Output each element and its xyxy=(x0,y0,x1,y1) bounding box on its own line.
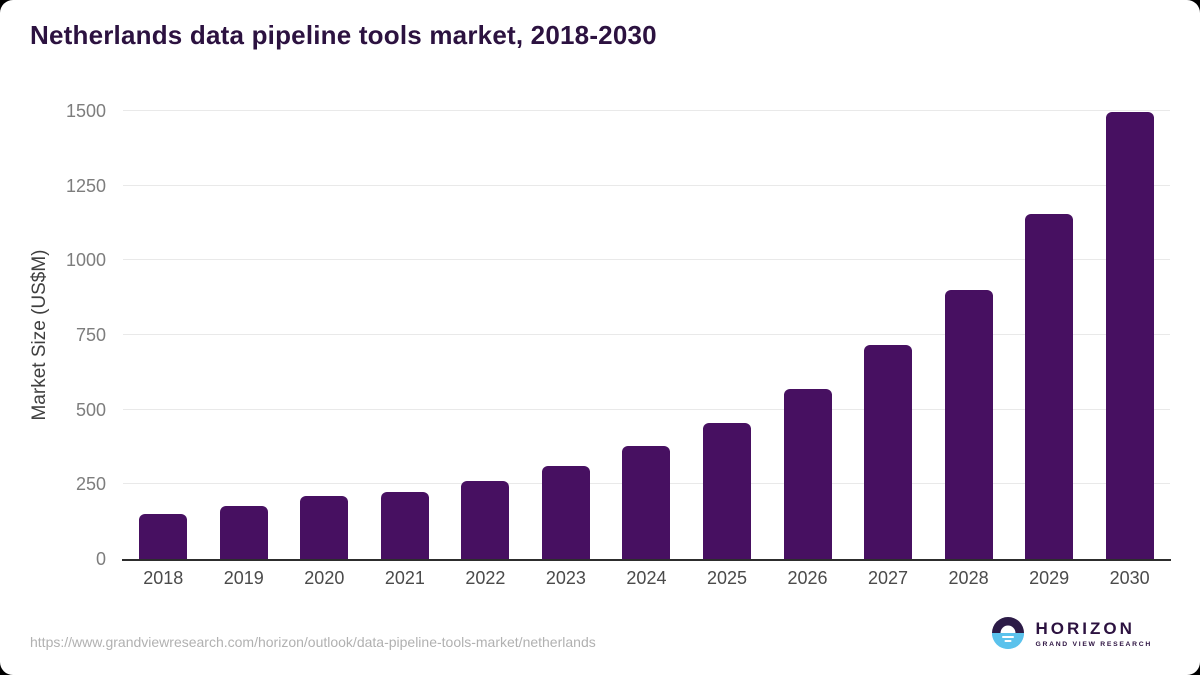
bar-2027 xyxy=(864,345,913,559)
x-tick-label: 2025 xyxy=(706,568,747,588)
bar-2018 xyxy=(139,514,188,559)
bar-2025 xyxy=(702,422,751,559)
horizon-logo-icon xyxy=(992,617,1025,649)
x-axis-labels: 2018 2019 2020 2021 2022 2023 2024 2025 2026 2027… xyxy=(123,568,1170,589)
gridline xyxy=(123,110,1170,111)
y-tick-label: 0 xyxy=(95,549,106,569)
x-axis-line xyxy=(122,559,1171,561)
bar-slot xyxy=(1089,111,1170,559)
y-tick-label: 1250 xyxy=(65,175,106,196)
bar-slot xyxy=(687,111,768,559)
bar-slot xyxy=(606,111,687,559)
bar-2021 xyxy=(380,492,429,559)
gridline xyxy=(123,408,1170,410)
x-tick-label: 2019 xyxy=(223,568,264,588)
bar-slot xyxy=(204,111,285,559)
water-icon xyxy=(992,633,1025,649)
bar-slot xyxy=(767,111,848,559)
bar-slot xyxy=(365,111,446,559)
bar-2020 xyxy=(300,496,349,559)
x-tick-label: 2022 xyxy=(465,568,506,588)
logo-name: HORIZON xyxy=(1035,618,1135,638)
y-tick-label: 500 xyxy=(75,399,106,420)
bar-slot xyxy=(526,111,607,559)
y-tick-label: 250 xyxy=(75,474,106,495)
x-tick-label: 2030 xyxy=(1109,568,1150,588)
x-tick-label: 2026 xyxy=(787,568,828,588)
y-axis-ticks: 0 250 500 750 1000 1250 1500 xyxy=(0,0,106,675)
bar-slot xyxy=(445,111,526,559)
bar-slot xyxy=(1009,111,1090,559)
horizon-logo: HORIZON GRAND VIEW RESEARCH xyxy=(992,617,1152,649)
y-tick-label: 750 xyxy=(75,325,106,345)
y-tick-label: 1000 xyxy=(65,250,106,271)
x-tick-label: 2024 xyxy=(626,568,667,588)
bar-2030 xyxy=(1105,111,1154,559)
gridline xyxy=(123,334,1170,335)
bar-slot xyxy=(284,111,365,559)
chart-title: Netherlands data pipeline tools market, … xyxy=(30,20,657,50)
x-tick-label: 2028 xyxy=(948,568,989,588)
bars-row xyxy=(123,111,1170,559)
bar-slot xyxy=(123,111,204,559)
x-tick-label: 2018 xyxy=(143,568,184,588)
bar-2024 xyxy=(622,445,671,559)
bar-2023 xyxy=(541,465,590,559)
bar-2029 xyxy=(1025,214,1074,559)
plot-area xyxy=(122,110,1171,561)
reflection-line-icon xyxy=(1002,636,1015,638)
bar-2028 xyxy=(944,289,993,559)
x-tick-label: 2029 xyxy=(1029,568,1070,588)
bar-2026 xyxy=(783,389,832,559)
x-tick-label: 2023 xyxy=(545,568,586,588)
reflection-line-icon xyxy=(1004,640,1012,642)
x-tick-label: 2027 xyxy=(868,568,909,588)
bar-slot xyxy=(928,111,1009,559)
bar-slot xyxy=(848,111,929,559)
y-tick-label: 1500 xyxy=(65,101,106,121)
source-url: https://www.grandviewresearch.com/horizo… xyxy=(30,634,596,650)
x-tick-label: 2020 xyxy=(304,568,345,588)
gridline xyxy=(123,184,1170,186)
x-tick-label: 2021 xyxy=(384,568,425,588)
logo-text: HORIZON GRAND VIEW RESEARCH xyxy=(1035,619,1152,648)
bar-2019 xyxy=(219,506,268,559)
logo-subtitle: GRAND VIEW RESEARCH xyxy=(1035,640,1152,648)
bar-2022 xyxy=(461,481,510,559)
gridline xyxy=(123,259,1170,261)
